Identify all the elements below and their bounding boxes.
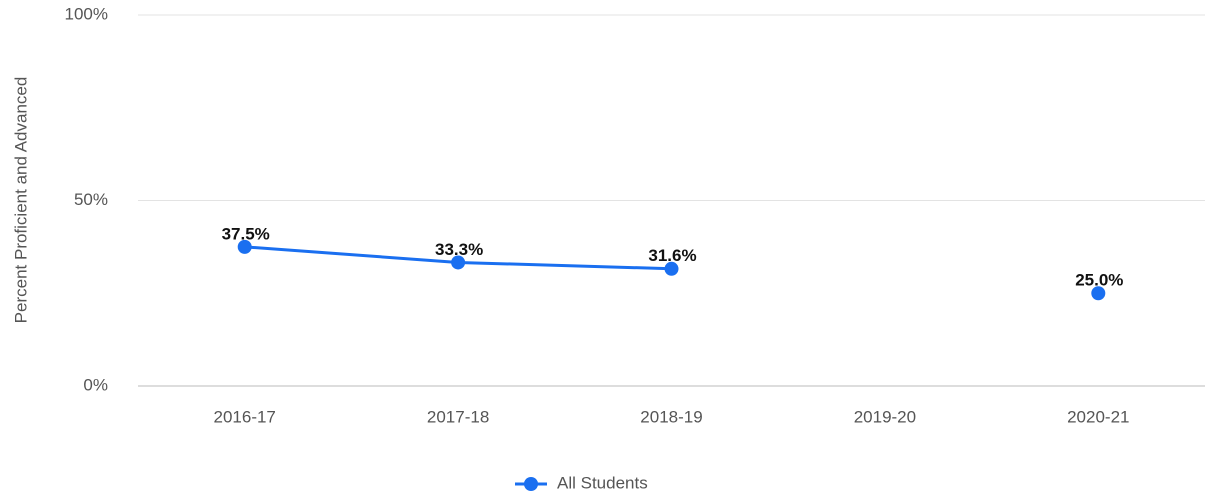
legend-marker (524, 477, 538, 491)
data-label: 25.0% (1075, 271, 1123, 290)
x-tick-label: 2019-20 (854, 407, 916, 426)
point (1091, 286, 1106, 301)
x-tick-label: 2018-19 (640, 407, 702, 426)
data-label: 33.3% (435, 240, 483, 259)
y-tick-label: 50% (74, 190, 108, 209)
x-tick-label: 2017-18 (427, 407, 489, 426)
point (451, 255, 466, 270)
data-label: 37.5% (222, 224, 270, 243)
legend-label: All Students (557, 473, 648, 492)
data-label: 31.6% (648, 246, 696, 265)
y-tick-label: 0% (83, 375, 108, 394)
point (664, 261, 679, 276)
x-tick-label: 2016-17 (214, 407, 276, 426)
y-tick-label: 100% (65, 4, 108, 23)
point (237, 239, 252, 254)
x-tick-label: 2020-21 (1067, 407, 1129, 426)
y-axis-label: Percent Proficient and Advanced (11, 77, 30, 324)
